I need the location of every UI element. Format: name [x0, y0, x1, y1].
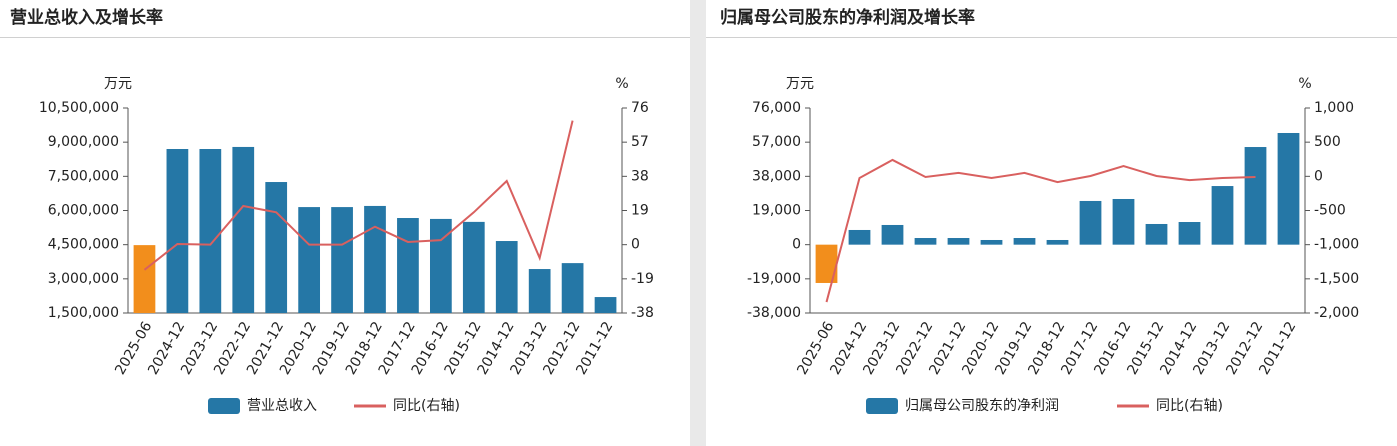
bar [914, 238, 937, 245]
bar [1145, 223, 1168, 245]
chart-title: 营业总收入及增长率 [10, 7, 163, 28]
y2-tick-label: 0 [631, 237, 640, 253]
y2-unit: % [1298, 76, 1311, 92]
y2-tick-label: 1,000 [1314, 100, 1354, 116]
bar [1046, 239, 1069, 245]
bar [495, 241, 518, 313]
bar [815, 244, 838, 283]
y2-tick-label: 0 [1314, 168, 1323, 184]
y-tick-label: 0 [792, 237, 801, 253]
y2-tick-label: -19 [631, 271, 654, 287]
y2-tick-label: 500 [1314, 134, 1341, 150]
separator [690, 0, 706, 446]
chart-title: 归属母公司股东的净利润及增长率 [720, 7, 975, 28]
bar [561, 263, 584, 313]
bar [947, 238, 970, 245]
y2-tick-label: -1,500 [1314, 271, 1359, 287]
bar [594, 297, 617, 313]
bar [166, 149, 189, 313]
bar [528, 269, 551, 313]
bar [980, 239, 1003, 245]
bar [265, 182, 288, 313]
y-tick-label: 6,000,000 [48, 203, 119, 219]
bar [1244, 147, 1267, 245]
bar [1079, 200, 1102, 245]
bar [429, 218, 452, 313]
y-tick-label: 3,000,000 [48, 271, 119, 287]
y2-unit: % [615, 76, 628, 92]
y-tick-label: 10,500,000 [39, 100, 119, 116]
y-unit: 万元 [786, 76, 814, 92]
bar [1013, 238, 1036, 245]
bar [133, 245, 156, 313]
bar [331, 207, 353, 313]
y2-tick-label: 57 [631, 134, 649, 150]
legend-swatch [866, 398, 898, 414]
y-tick-label: 1,500,000 [48, 305, 119, 321]
y-tick-label: 19,000 [752, 203, 801, 219]
y2-tick-label: -38 [631, 305, 654, 321]
legend-label: 归属母公司股东的净利润 [905, 397, 1059, 414]
line [143, 120, 574, 271]
y-tick-label: 7,500,000 [48, 168, 119, 184]
bar [1277, 132, 1300, 245]
y2-tick-label: 19 [631, 203, 649, 219]
bar [397, 218, 419, 313]
bar [1112, 198, 1135, 245]
bar [1211, 186, 1234, 245]
legend-label: 同比(右轴) [1156, 398, 1223, 414]
legend-label: 营业总收入 [247, 398, 317, 414]
y-tick-label: 4,500,000 [48, 237, 119, 253]
bar [199, 149, 222, 313]
bar [364, 205, 386, 313]
legend-swatch [208, 398, 240, 414]
bar [848, 229, 871, 245]
y2-tick-label: -500 [1314, 203, 1346, 219]
y-tick-label: 57,000 [752, 134, 801, 150]
legend-label: 同比(右轴) [393, 398, 460, 414]
line [825, 158, 1256, 303]
y-tick-label: -38,000 [747, 305, 801, 321]
y2-tick-label: -1,000 [1314, 237, 1359, 253]
bar [462, 221, 485, 313]
y-unit: 万元 [104, 76, 132, 92]
bar [232, 146, 255, 313]
bar [1178, 222, 1201, 245]
y-tick-label: -19,000 [747, 271, 801, 287]
y-tick-label: 38,000 [752, 168, 801, 184]
bar [298, 207, 321, 313]
bar [881, 224, 904, 245]
y-tick-label: 76,000 [752, 100, 801, 116]
y2-tick-label: 38 [631, 168, 649, 184]
y-tick-label: 9,000,000 [48, 134, 119, 150]
y2-tick-label: -2,000 [1314, 305, 1359, 321]
y2-tick-label: 76 [631, 100, 649, 116]
